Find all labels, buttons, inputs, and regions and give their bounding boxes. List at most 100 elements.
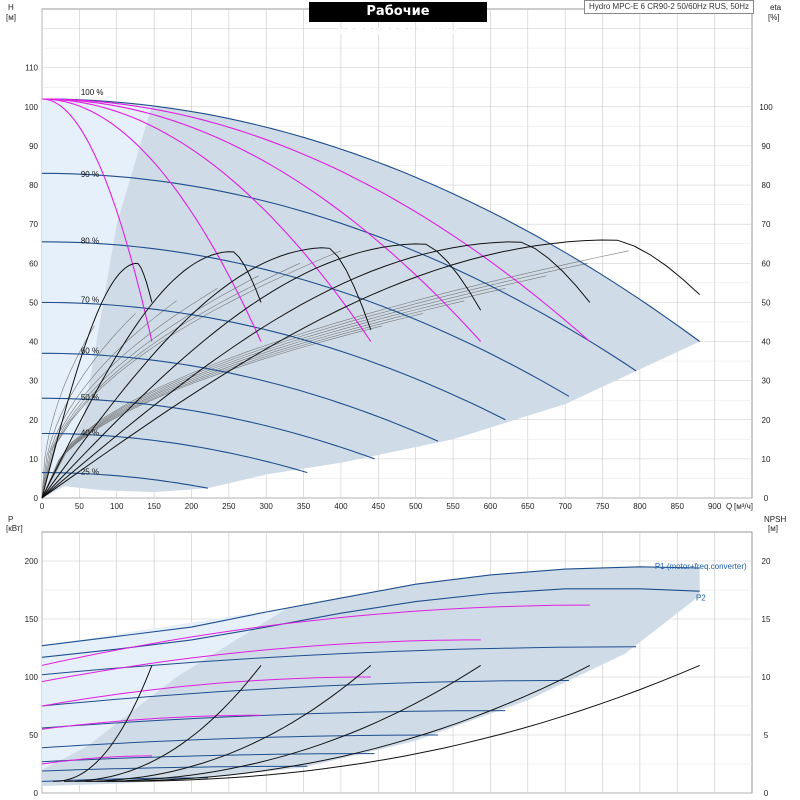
y-tick-label-left: 20	[29, 416, 38, 425]
speed-curve	[41, 172, 637, 372]
speed-label: 100 %	[81, 88, 104, 97]
chart-title: Рабочие характеристики	[309, 2, 487, 39]
y-tick-label-right: 5	[764, 731, 769, 740]
x-tick-label: 600	[484, 502, 498, 511]
npsh-curve	[85, 664, 481, 782]
power-curve-pump-count	[41, 755, 152, 765]
x-tick-label: 650	[521, 502, 535, 511]
x-tick-label: 500	[409, 502, 423, 511]
operating-envelope	[42, 99, 700, 498]
y-tick-label-left: 50	[29, 731, 38, 740]
pump-count-curve	[41, 98, 372, 342]
series-label: P2	[696, 593, 706, 602]
y-tick-label-left: 100	[25, 673, 39, 682]
y-tick-label-right: 100	[759, 103, 773, 112]
power-curve	[41, 710, 506, 729]
y-tick-label-left: 0	[34, 494, 39, 503]
system-curve	[41, 288, 506, 499]
efficiency-curve	[41, 243, 482, 499]
x-axis-unit: [м³/ч]	[734, 502, 753, 511]
power-curve-pump-count	[41, 714, 261, 730]
power-curve	[41, 646, 637, 676]
power-curve-pump-count	[41, 676, 371, 707]
y-axis-name-right: NPSH	[764, 515, 786, 524]
speed-curve	[42, 472, 209, 489]
power-curve	[41, 753, 375, 763]
system-curve	[41, 275, 259, 499]
p2-curve	[41, 588, 700, 658]
pump-count-curve	[41, 98, 262, 342]
y-tick-label-left: 200	[25, 557, 39, 566]
x-tick-label: 350	[297, 502, 311, 511]
x-tick-label: 50	[75, 502, 84, 511]
speed-label: 90 %	[81, 170, 99, 179]
system-curve	[41, 313, 424, 499]
pump-model-label: Hydro MPC-E 6 CR90-2 50/60Hz RUS, 50Hz	[584, 0, 754, 14]
speed-curve	[42, 352, 439, 442]
y-tick-label-left: 10	[29, 455, 38, 464]
speed-curve	[41, 241, 570, 397]
efficiency-curve	[41, 239, 701, 499]
y-tick-label-left: 60	[29, 259, 38, 268]
speed-label: 25 %	[81, 468, 99, 477]
system-curve	[41, 250, 342, 499]
speed-label: 80 %	[81, 237, 99, 246]
speed-curve	[41, 397, 375, 460]
x-tick-label: 800	[633, 502, 647, 511]
y-tick-label-right: 20	[762, 416, 771, 425]
speed-curve	[42, 432, 308, 474]
power-curve-pump-count	[41, 604, 590, 666]
power-envelope	[42, 566, 700, 786]
x-tick-label: 900	[708, 502, 722, 511]
y-tick-label-left: 80	[29, 181, 38, 190]
system-curve	[41, 263, 300, 499]
efficiency-curve	[41, 262, 153, 499]
y-tick-label-right: 90	[762, 142, 771, 151]
npsh-curve	[52, 665, 153, 782]
system-curve	[41, 325, 95, 499]
y-tick-label-right: 10	[762, 455, 771, 464]
pump-count-curve	[41, 98, 153, 342]
x-tick-label: 700	[558, 502, 572, 511]
speed-curve	[41, 98, 701, 342]
x-tick-label: 250	[222, 502, 236, 511]
y-tick-label-left: 150	[25, 615, 39, 624]
y-tick-label-right: 0	[764, 494, 769, 503]
system-curve	[41, 250, 629, 499]
npsh-curve	[63, 665, 262, 782]
y-tick-label-right: 10	[762, 673, 771, 682]
pump-count-curve	[41, 98, 591, 342]
speed-label: 60 %	[81, 346, 99, 355]
npsh-curve	[107, 664, 700, 782]
speed-label: 50 %	[81, 393, 99, 402]
y-tick-label-right: 20	[762, 557, 771, 566]
system-curve	[41, 275, 547, 499]
x-tick-label: 100	[110, 502, 124, 511]
power-curve-pump-count	[41, 639, 481, 683]
x-tick-label: 750	[596, 502, 610, 511]
y-tick-label-right: 0	[764, 789, 769, 798]
system-curve	[41, 325, 383, 499]
x-tick-label: 300	[260, 502, 274, 511]
npsh-curve	[74, 665, 372, 782]
system-curve	[41, 288, 218, 499]
x-tick-label: 850	[671, 502, 685, 511]
y-axis-unit-right: [м]	[768, 524, 778, 533]
power-curve	[41, 680, 569, 707]
y-tick-label-right: 50	[762, 298, 771, 307]
power-curve	[41, 765, 308, 772]
system-curve	[41, 300, 177, 499]
p1-curve	[41, 566, 700, 647]
y-tick-label-right: 15	[762, 615, 771, 624]
efficiency-curve	[41, 251, 262, 499]
y-axis-unit-left: [кВт]	[6, 524, 23, 533]
pump-count-curve	[41, 98, 482, 342]
efficiency-curve	[41, 241, 591, 499]
y-tick-label-left: 90	[29, 142, 38, 151]
speed-label: 40 %	[81, 428, 99, 437]
speed-label: 70 %	[81, 295, 99, 304]
system-curve	[41, 300, 465, 499]
low-flow-band	[42, 607, 289, 770]
system-curve	[41, 313, 136, 499]
y-tick-label-right: 60	[762, 259, 771, 268]
